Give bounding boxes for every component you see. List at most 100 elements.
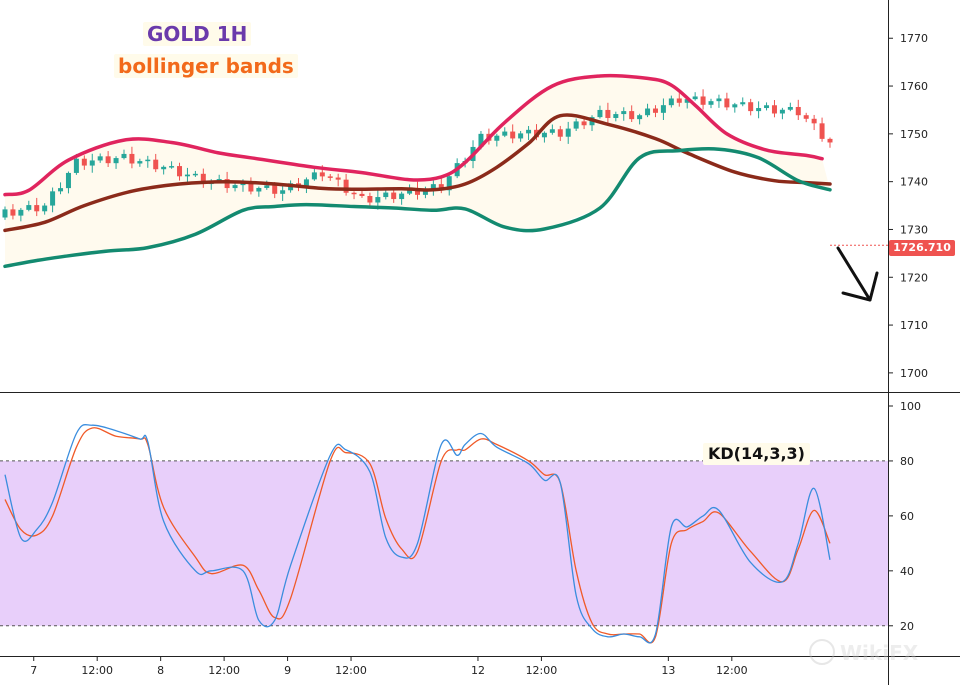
bb-upper-line: [3, 73, 824, 197]
candle-body: [42, 205, 48, 212]
candle-body: [692, 96, 698, 100]
kd-tick-label: 100: [900, 400, 921, 413]
chart-title: GOLD 1H: [143, 22, 252, 46]
last-price-label: 1726.710: [889, 240, 955, 256]
candle-body: [541, 132, 547, 138]
candle-body: [129, 153, 135, 164]
candle-body: [668, 98, 674, 106]
candle-body: [565, 128, 571, 137]
candle-body: [811, 118, 817, 124]
kd-tick-label: 20: [900, 620, 914, 633]
candle-body: [145, 159, 151, 162]
time-tick-label: 12: [471, 664, 485, 677]
candle-body: [359, 193, 365, 196]
candle-body: [383, 192, 389, 198]
candle-body: [200, 173, 206, 185]
time-tick-label: 12:00: [81, 664, 113, 677]
candle-body: [502, 131, 508, 136]
candle-body: [526, 129, 532, 134]
candle-body: [399, 193, 405, 200]
candle-body: [50, 191, 56, 206]
bb-lower-line: [3, 146, 832, 269]
candle-body: [549, 129, 555, 133]
candle-body: [756, 108, 762, 112]
candle-body: [232, 185, 238, 189]
bollinger-lines: [3, 73, 832, 269]
candle-body: [73, 158, 79, 173]
candle-body: [319, 172, 325, 177]
candle-body: [256, 187, 262, 192]
candle-body: [827, 138, 833, 143]
candle-body: [422, 189, 428, 195]
candle-body: [105, 156, 111, 164]
candle-body: [137, 161, 143, 164]
candle-body: [343, 179, 349, 193]
candle-body: [58, 188, 64, 192]
candle-body: [335, 177, 341, 180]
candle-body: [787, 106, 793, 110]
kd-band-fill: [0, 460, 888, 626]
candle-body: [613, 114, 619, 118]
kd-lines: [4, 423, 831, 644]
candle-body: [89, 160, 95, 166]
candle-body: [779, 109, 785, 114]
candle-body: [10, 209, 16, 216]
candle-body: [407, 188, 413, 194]
candle-body: [113, 158, 119, 164]
candle-body: [573, 121, 579, 129]
candle-body: [771, 105, 777, 114]
candle-body: [629, 111, 635, 120]
candle-body: [248, 183, 254, 192]
candle-body: [478, 133, 484, 147]
candle-body: [740, 102, 746, 105]
time-tick-label: 12:00: [716, 664, 748, 677]
candle-body: [161, 166, 167, 170]
watermark-text: WikiFX: [840, 641, 919, 665]
down-arrow-icon: [836, 246, 879, 302]
kd-tick-label: 80: [900, 455, 914, 468]
candle-body: [724, 98, 730, 108]
kd-tick-label: 40: [900, 565, 914, 578]
candle-body: [430, 184, 436, 190]
candle-body: [311, 172, 317, 180]
candle-body: [764, 105, 770, 109]
candle-body: [351, 192, 357, 195]
candle-body: [97, 156, 103, 161]
kd-tick-label: 60: [900, 510, 914, 523]
time-tick-label: 12:00: [208, 664, 240, 677]
candle-body: [224, 179, 230, 189]
candle-body: [446, 176, 452, 191]
candle-body: [510, 131, 516, 139]
candle-body: [438, 184, 444, 191]
watermark: WikiFX: [809, 639, 919, 665]
time-tick-label: 7: [30, 664, 37, 677]
candle-body: [660, 105, 666, 113]
candle-body: [676, 98, 682, 103]
time-tick-label: 9: [284, 664, 291, 677]
candle-body: [621, 111, 627, 115]
candle-body: [192, 173, 198, 176]
price-tick-label: 1740: [900, 176, 928, 189]
candle-body: [303, 179, 309, 188]
candle-body: [65, 172, 71, 189]
candle-body: [184, 174, 190, 177]
candle-body: [153, 159, 159, 170]
candle-body: [518, 133, 524, 139]
candle-body: [557, 129, 563, 137]
candle-body: [803, 115, 809, 119]
candle-body: [264, 185, 270, 188]
candle-body: [26, 205, 32, 210]
time-tick-label: 12:00: [335, 664, 367, 677]
candle-body: [2, 209, 8, 218]
price-tick-label: 1770: [900, 32, 928, 45]
bb-middle-line: [3, 113, 832, 233]
candle-body: [605, 109, 611, 118]
candle-body: [716, 98, 722, 102]
time-tick-label: 12:00: [526, 664, 558, 677]
bollinger-fill: [5, 75, 830, 267]
kd-band: [0, 460, 888, 627]
price-tick-label: 1720: [900, 271, 928, 284]
price-tick-label: 1710: [900, 319, 928, 332]
